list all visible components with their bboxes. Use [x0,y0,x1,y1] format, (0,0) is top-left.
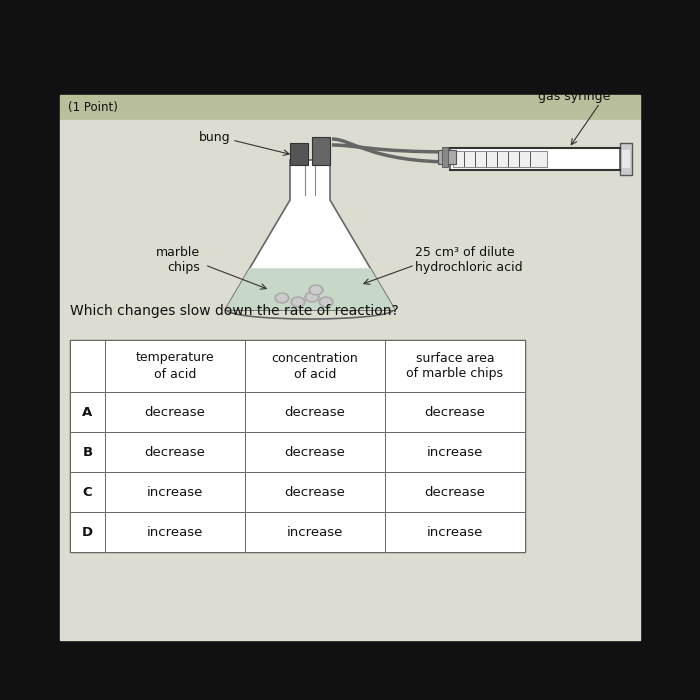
Bar [70,340,525,552]
Text: (1 Point): (1 Point) [68,101,118,114]
Bar [385,472,525,512]
Text: increase: increase [287,526,343,538]
Ellipse shape [307,293,317,300]
Ellipse shape [291,297,305,307]
Bar [620,143,632,175]
Text: C: C [83,486,92,498]
Text: decrease: decrease [425,486,485,498]
Bar [105,472,245,512]
Text: B: B [83,445,92,458]
Text: temperature
of acid: temperature of acid [136,351,214,381]
Ellipse shape [321,298,331,305]
Bar [70,392,105,432]
Bar [385,392,525,432]
Text: decrease: decrease [145,405,205,419]
Bar [105,432,245,472]
Ellipse shape [305,292,319,302]
Polygon shape [225,160,395,310]
Bar [453,151,547,167]
Ellipse shape [309,285,323,295]
Bar [105,392,245,432]
Bar [450,148,620,170]
Bar [70,340,105,392]
Bar [105,340,245,392]
Text: increase: increase [147,486,203,498]
Ellipse shape [293,298,303,305]
Text: decrease: decrease [285,405,345,419]
Bar [70,432,105,472]
Text: decrease: decrease [145,445,205,458]
Bar [245,512,385,552]
Text: marble
chips: marble chips [156,246,200,274]
Bar [290,143,308,165]
Bar [245,392,385,432]
Bar [245,472,385,512]
Text: surface area
of marble chips: surface area of marble chips [407,351,503,381]
Ellipse shape [277,295,287,302]
Bar [385,432,525,472]
Text: 25 cm³ of dilute
hydrochloric acid: 25 cm³ of dilute hydrochloric acid [415,246,523,274]
Text: decrease: decrease [425,405,485,419]
Text: D: D [82,526,93,538]
Ellipse shape [275,293,289,303]
Text: Which changes slow down the rate of reaction?: Which changes slow down the rate of reac… [70,304,399,318]
Text: increase: increase [427,526,483,538]
Text: decrease: decrease [285,486,345,498]
PathPatch shape [332,139,455,162]
Bar [60,95,640,120]
Bar [105,512,245,552]
Bar [385,512,525,552]
Ellipse shape [311,286,321,293]
Text: A: A [83,405,92,419]
Bar [245,432,385,472]
Text: increase: increase [147,526,203,538]
Bar [70,512,105,552]
Bar [70,472,105,512]
Polygon shape [225,268,395,310]
Bar [60,120,640,640]
Bar [385,340,525,392]
Bar [312,137,330,165]
Bar [622,150,630,168]
Ellipse shape [319,297,333,307]
Bar [442,147,448,167]
Text: gas syringe: gas syringe [538,90,610,103]
Text: increase: increase [427,445,483,458]
Text: bung: bung [198,132,230,144]
Bar [438,150,456,164]
Text: decrease: decrease [285,445,345,458]
Text: concentration
of acid: concentration of acid [272,351,358,381]
Bar [245,340,385,392]
